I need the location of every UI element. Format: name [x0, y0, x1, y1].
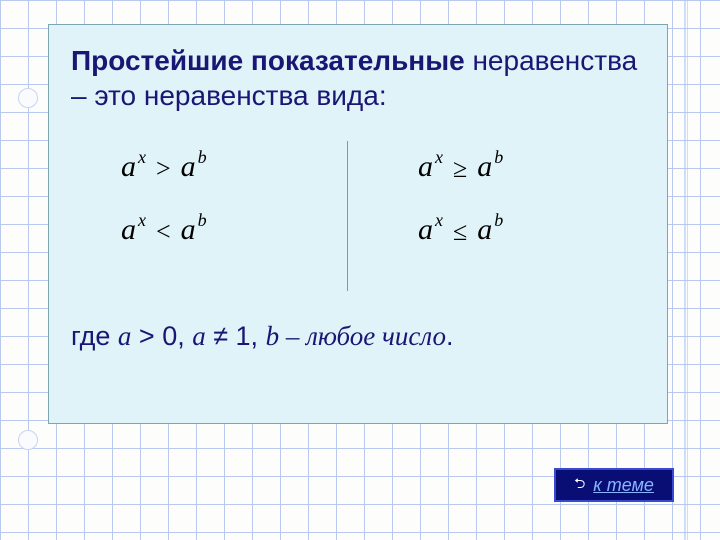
condition-text: где a > 0, a ≠ 1, b – любое число. — [71, 321, 645, 352]
inequality-gt: ax>ab — [121, 149, 348, 184]
inequality-le: ax≤ab — [418, 212, 645, 247]
formula-area: ax>ab ax<ab ax≥ab ax≤ab — [71, 137, 645, 307]
margin-double-line — [684, 0, 688, 540]
binder-hole — [18, 88, 38, 108]
inequality-ge: ax≥ab — [418, 149, 645, 184]
content-panel: Простейшие показательные неравенства – э… — [48, 24, 668, 424]
back-arrow-icon: ⮌ — [574, 473, 585, 497]
back-to-topic-label: к теме — [593, 475, 654, 496]
formula-column-right: ax≥ab ax≤ab — [348, 137, 645, 307]
inequality-lt: ax<ab — [121, 212, 348, 247]
panel-title: Простейшие показательные неравенства – э… — [71, 43, 645, 113]
title-bold-part: Простейшие показательные — [71, 45, 465, 76]
formula-column-left: ax>ab ax<ab — [71, 137, 348, 307]
binder-hole — [18, 430, 38, 450]
back-to-topic-button[interactable]: ⮌ к теме — [554, 468, 674, 502]
formula-divider — [347, 141, 348, 291]
